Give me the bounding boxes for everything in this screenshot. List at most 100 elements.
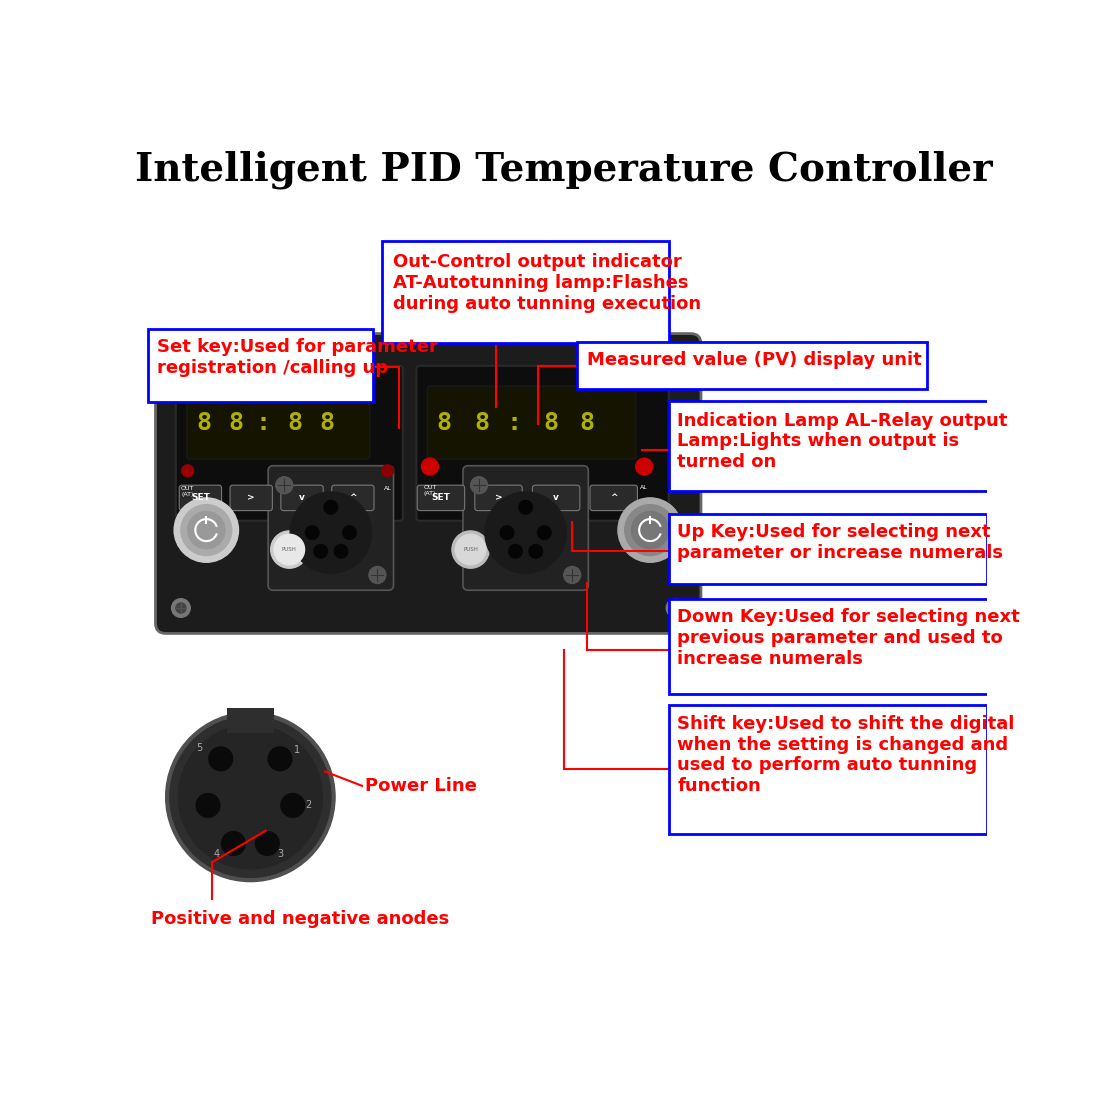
Circle shape: [625, 505, 675, 556]
Circle shape: [268, 747, 292, 771]
Text: SET: SET: [431, 494, 450, 503]
FancyBboxPatch shape: [147, 329, 373, 403]
Circle shape: [519, 500, 532, 514]
Text: AL: AL: [640, 485, 648, 491]
Circle shape: [172, 598, 190, 617]
Text: :: :: [255, 410, 271, 435]
Circle shape: [636, 458, 652, 475]
FancyBboxPatch shape: [669, 598, 989, 694]
Circle shape: [455, 535, 486, 564]
Text: SET: SET: [191, 494, 210, 503]
Text: Measured value (PV) display unit: Measured value (PV) display unit: [586, 351, 922, 369]
Circle shape: [209, 747, 232, 771]
Text: 8: 8: [196, 410, 211, 435]
Text: 3: 3: [277, 849, 283, 859]
FancyBboxPatch shape: [532, 485, 580, 510]
Circle shape: [176, 354, 186, 364]
Circle shape: [471, 476, 487, 494]
Text: 8: 8: [579, 410, 594, 435]
Circle shape: [166, 712, 336, 881]
FancyBboxPatch shape: [383, 241, 669, 343]
Text: 2: 2: [305, 801, 311, 811]
Circle shape: [382, 465, 394, 476]
FancyBboxPatch shape: [187, 386, 370, 459]
Circle shape: [631, 512, 669, 549]
Text: OUT
(AT): OUT (AT): [424, 485, 437, 496]
Text: Shift key:Used to shift the digital
when the setting is changed and
used to perf: Shift key:Used to shift the digital when…: [678, 715, 1014, 795]
Text: ^: ^: [349, 494, 356, 503]
FancyBboxPatch shape: [417, 485, 464, 510]
FancyBboxPatch shape: [179, 485, 221, 510]
Text: >: >: [495, 494, 503, 503]
Circle shape: [182, 465, 194, 476]
Text: Power Line: Power Line: [365, 777, 476, 795]
Circle shape: [671, 603, 681, 613]
Circle shape: [276, 476, 293, 494]
Text: 8: 8: [437, 410, 452, 435]
Text: OUT
(AT): OUT (AT): [182, 486, 195, 497]
Circle shape: [306, 526, 319, 539]
Text: 1: 1: [294, 746, 300, 756]
FancyBboxPatch shape: [428, 386, 636, 459]
Text: Up Key:Used for selecting next
parameter or increase numerals: Up Key:Used for selecting next parameter…: [678, 524, 1003, 562]
Circle shape: [221, 832, 245, 856]
Circle shape: [538, 526, 551, 539]
Text: 5: 5: [197, 742, 202, 752]
FancyBboxPatch shape: [227, 708, 274, 734]
Text: ^: ^: [610, 494, 617, 503]
FancyBboxPatch shape: [176, 366, 403, 520]
Circle shape: [343, 526, 356, 539]
Text: Down Key:Used for selecting next
previous parameter and used to
increase numeral: Down Key:Used for selecting next previou…: [678, 608, 1020, 668]
Circle shape: [421, 458, 439, 475]
FancyBboxPatch shape: [230, 485, 273, 510]
FancyBboxPatch shape: [669, 402, 989, 491]
Circle shape: [176, 603, 186, 613]
FancyBboxPatch shape: [280, 485, 323, 510]
Text: 8: 8: [543, 410, 559, 435]
Circle shape: [485, 492, 566, 573]
FancyBboxPatch shape: [669, 514, 988, 584]
FancyBboxPatch shape: [669, 705, 988, 834]
Circle shape: [368, 566, 386, 583]
FancyBboxPatch shape: [475, 485, 522, 510]
Text: Intelligent PID Temperature Controller: Intelligent PID Temperature Controller: [135, 151, 992, 189]
Circle shape: [529, 544, 542, 558]
Circle shape: [174, 498, 239, 562]
FancyBboxPatch shape: [578, 342, 927, 389]
Text: 8: 8: [287, 410, 303, 435]
Text: >: >: [248, 494, 255, 503]
Circle shape: [280, 793, 305, 817]
Circle shape: [169, 716, 331, 878]
FancyBboxPatch shape: [417, 366, 669, 520]
Circle shape: [667, 350, 685, 368]
Circle shape: [667, 598, 685, 617]
Text: v: v: [299, 494, 305, 503]
Text: Out-Control output indicator
AT-Autotunning lamp:Flashes
during auto tunning exe: Out-Control output indicator AT-Autotunn…: [393, 253, 701, 312]
Circle shape: [671, 354, 681, 364]
Circle shape: [334, 544, 348, 558]
FancyBboxPatch shape: [463, 465, 588, 591]
Circle shape: [180, 505, 232, 556]
Circle shape: [314, 544, 328, 558]
Circle shape: [172, 350, 190, 368]
Text: 8: 8: [474, 410, 490, 435]
Text: PUSH: PUSH: [282, 547, 297, 552]
Text: PUSH: PUSH: [463, 547, 478, 552]
Text: :: :: [506, 410, 521, 435]
Text: 8: 8: [229, 410, 243, 435]
Text: Set key:Used for parameter
registration /calling up: Set key:Used for parameter registration …: [157, 338, 438, 376]
Circle shape: [618, 498, 682, 562]
Circle shape: [452, 531, 490, 569]
Circle shape: [196, 793, 220, 817]
FancyBboxPatch shape: [332, 485, 374, 510]
Text: Indication Lamp AL-Relay output
Lamp:Lights when output is
turned on: Indication Lamp AL-Relay output Lamp:Lig…: [678, 411, 1008, 471]
Text: 8: 8: [320, 410, 334, 435]
Circle shape: [255, 832, 279, 856]
Text: AL: AL: [384, 486, 392, 491]
Text: 4: 4: [213, 849, 220, 859]
FancyBboxPatch shape: [155, 333, 701, 634]
Circle shape: [508, 544, 522, 558]
Circle shape: [178, 725, 322, 869]
Text: v: v: [553, 494, 559, 503]
Text: Positive and negative anodes: Positive and negative anodes: [152, 910, 450, 927]
